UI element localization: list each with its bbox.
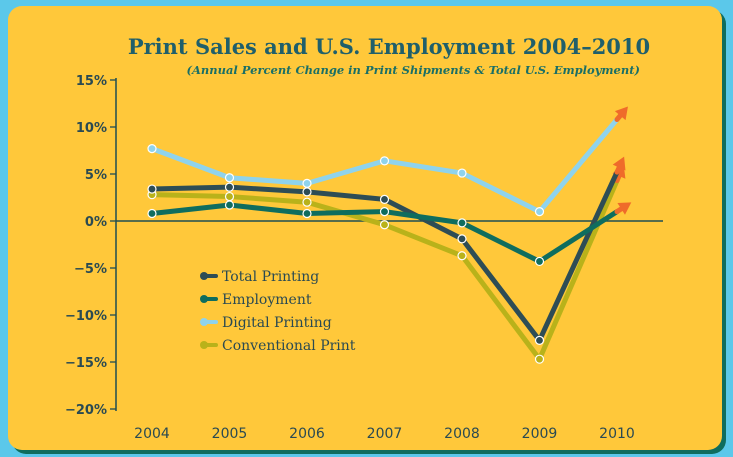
- x-tick-label: 2007: [367, 426, 403, 442]
- legend-swatch-dot: [200, 318, 208, 326]
- data-point: [302, 178, 312, 188]
- y-tick-label: −15%: [65, 356, 107, 371]
- x-tick-label: 2009: [522, 426, 558, 442]
- legend-label: Employment: [222, 292, 312, 308]
- trend-arrow-head-icon: [612, 156, 626, 171]
- data-point: [379, 156, 390, 166]
- series-digital-printing: [147, 106, 628, 217]
- legend-label: Digital Printing: [222, 315, 332, 331]
- legend-swatch-dot: [200, 295, 208, 303]
- x-tick-label: 2005: [212, 426, 248, 442]
- legend-item-employment: Employment: [200, 292, 312, 308]
- y-tick-label: −20%: [65, 403, 107, 418]
- legend-swatch-dot: [200, 341, 208, 349]
- data-point: [457, 168, 467, 178]
- data-point: [147, 184, 157, 194]
- data-point: [224, 191, 235, 202]
- legend-label: Total Printing: [222, 269, 319, 285]
- legend-label: Conventional Print: [222, 338, 356, 354]
- data-point: [224, 173, 235, 183]
- chart-subtitle: (Annual Percent Change in Print Shipment…: [187, 63, 640, 77]
- legend-item-total-printing: Total Printing: [200, 269, 319, 285]
- y-tick-label: 15%: [76, 74, 107, 89]
- data-point: [457, 218, 467, 228]
- series-employment: [147, 200, 632, 267]
- data-point: [534, 335, 545, 345]
- legend-item-digital-printing: Digital Printing: [200, 315, 332, 331]
- axes: 15% 10% 5% 0% −5% −10% −15% −20% 2004 2005 2006 200…: [65, 74, 663, 442]
- y-tick-label: −10%: [65, 309, 107, 324]
- trend-arrow-head-icon: [617, 202, 632, 215]
- data-point: [457, 234, 467, 244]
- data-point: [379, 207, 390, 217]
- data-point: [147, 208, 157, 219]
- data-point: [224, 182, 235, 192]
- data-point: [302, 197, 312, 207]
- y-tick-label: 5%: [85, 168, 107, 183]
- data-point: [302, 187, 312, 197]
- data-point: [302, 208, 312, 219]
- data-point: [534, 354, 545, 364]
- series-layer: [147, 106, 632, 364]
- chart-card: Print Sales and U.S. Employment 2004–201…: [8, 6, 722, 450]
- data-point: [224, 200, 235, 210]
- x-tick-label: 2006: [289, 426, 325, 442]
- data-point: [534, 207, 545, 217]
- legend: Total Printing Employment Digital Printing…: [200, 269, 356, 354]
- data-point: [379, 194, 390, 204]
- data-point: [147, 144, 157, 154]
- trend-arrow-head-icon: [614, 106, 628, 121]
- x-tick-label: 2004: [134, 426, 170, 442]
- series-total-printing: [147, 156, 626, 345]
- x-tick-label: 2008: [444, 426, 480, 442]
- data-point: [457, 251, 467, 261]
- legend-swatch-dot: [200, 272, 208, 280]
- data-point: [534, 256, 545, 267]
- legend-item-conventional-print: Conventional Print: [200, 338, 356, 354]
- chart-title: Print Sales and U.S. Employment 2004–201…: [128, 34, 650, 59]
- line-chart: Print Sales and U.S. Employment 2004–201…: [65, 34, 663, 442]
- y-tick-label: 10%: [76, 121, 107, 136]
- y-tick-label: 0%: [85, 215, 107, 230]
- data-point: [379, 220, 390, 230]
- x-tick-label: 2010: [599, 426, 635, 442]
- y-tick-label: −5%: [74, 262, 107, 277]
